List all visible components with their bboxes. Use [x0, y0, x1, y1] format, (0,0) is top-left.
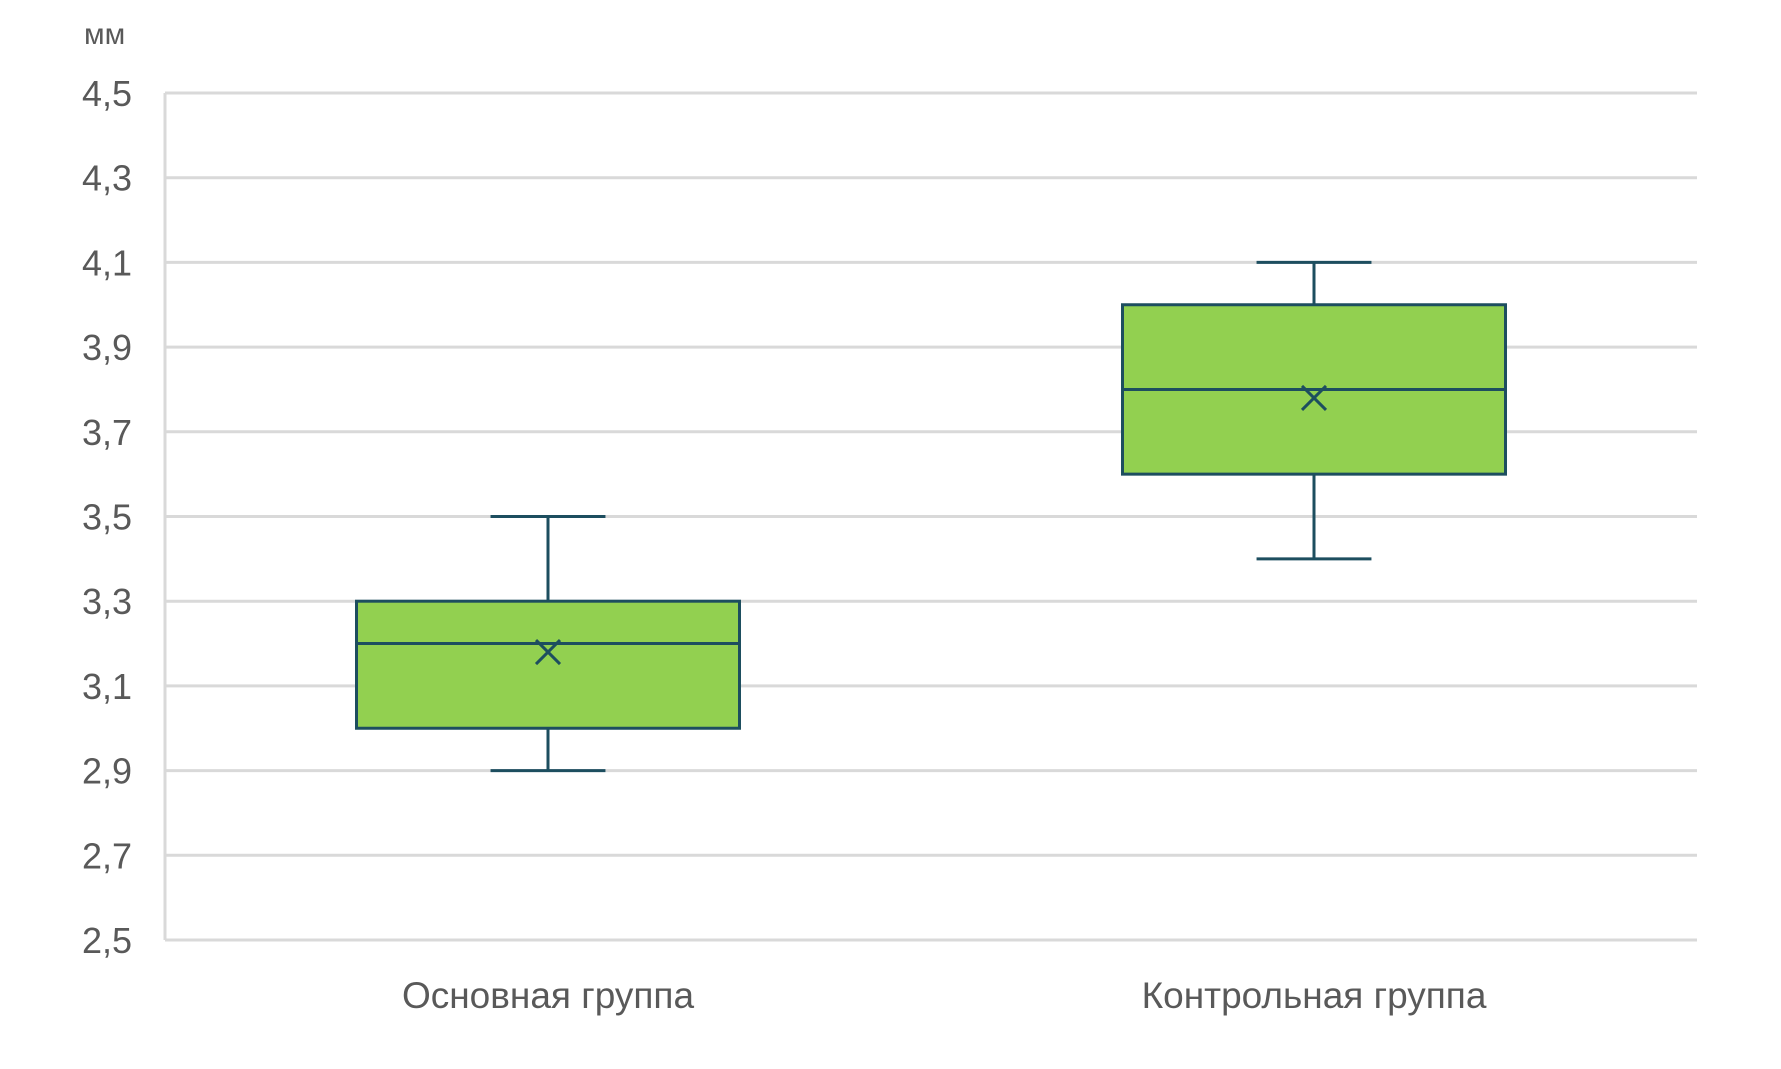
box-group [1121, 260, 1507, 561]
y-tick-label: 3,5 [82, 497, 132, 538]
axes [163, 93, 1697, 942]
y-tick-label: 3,9 [82, 327, 132, 368]
labels: мм 2,5 2,7 2,9 3,1 3,3 3,5 3,7 3,9 4,1 4,3 4,5 Осно… [82, 18, 1487, 1016]
y-tick-label: 2,9 [82, 751, 132, 792]
y-axis-unit-label: мм [84, 18, 125, 51]
y-tick-label: 2,5 [82, 920, 132, 961]
mean-marker [1300, 384, 1328, 411]
x-category-label: Основная группа [402, 975, 695, 1016]
mean-marker [534, 638, 562, 666]
y-tick-label: 2,7 [82, 835, 132, 876]
y-tick-label: 3,3 [82, 581, 132, 622]
y-tick-label: 4,1 [82, 242, 132, 283]
y-tick-label: 3,1 [82, 666, 132, 707]
box [355, 599, 741, 730]
y-tick-label: 3,7 [82, 412, 132, 453]
boxes [355, 260, 1507, 773]
x-category-label: Контрольная группа [1142, 975, 1487, 1016]
y-tick-label: 4,3 [82, 158, 132, 199]
box-group [355, 515, 741, 773]
y-tick-label: 4,5 [82, 73, 132, 114]
